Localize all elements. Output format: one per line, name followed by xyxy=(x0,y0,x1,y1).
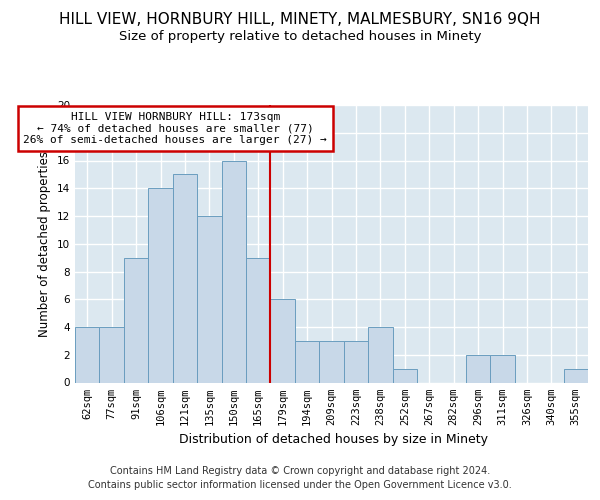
Bar xyxy=(466,355,490,382)
Text: Size of property relative to detached houses in Minety: Size of property relative to detached ho… xyxy=(119,30,481,43)
Bar xyxy=(173,174,197,382)
Bar xyxy=(319,341,344,382)
Bar xyxy=(124,258,148,382)
Bar xyxy=(148,188,173,382)
Bar xyxy=(197,216,221,382)
Text: HILL VIEW, HORNBURY HILL, MINETY, MALMESBURY, SN16 9QH: HILL VIEW, HORNBURY HILL, MINETY, MALMES… xyxy=(59,12,541,28)
Bar xyxy=(344,341,368,382)
Bar xyxy=(392,368,417,382)
Text: Contains HM Land Registry data © Crown copyright and database right 2024.: Contains HM Land Registry data © Crown c… xyxy=(110,466,490,476)
Text: Distribution of detached houses by size in Minety: Distribution of detached houses by size … xyxy=(179,432,488,446)
Bar xyxy=(368,327,392,382)
Text: HILL VIEW HORNBURY HILL: 173sqm
← 74% of detached houses are smaller (77)
26% of: HILL VIEW HORNBURY HILL: 173sqm ← 74% of… xyxy=(23,112,327,145)
Bar xyxy=(221,160,246,382)
Text: Contains public sector information licensed under the Open Government Licence v3: Contains public sector information licen… xyxy=(88,480,512,490)
Y-axis label: Number of detached properties: Number of detached properties xyxy=(38,151,52,337)
Bar xyxy=(246,258,271,382)
Bar xyxy=(75,327,100,382)
Bar xyxy=(295,341,319,382)
Bar xyxy=(563,368,588,382)
Bar xyxy=(100,327,124,382)
Bar xyxy=(490,355,515,382)
Bar xyxy=(271,299,295,382)
